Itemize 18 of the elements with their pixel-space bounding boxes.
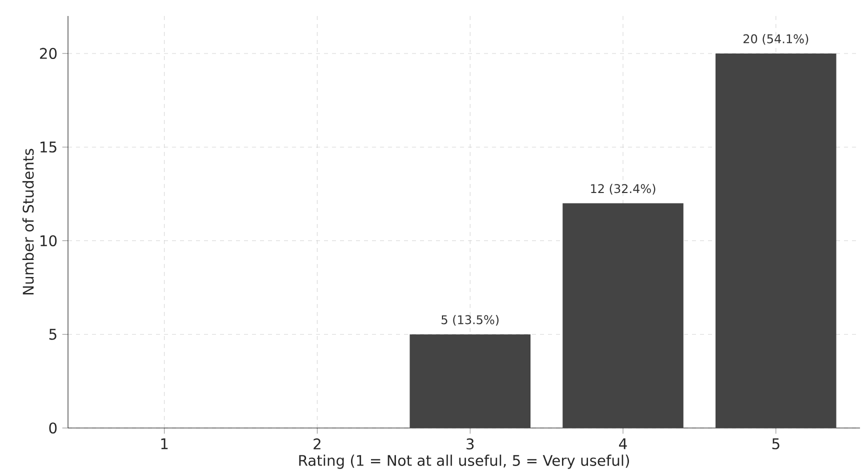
bar bbox=[410, 334, 531, 428]
x-tick-label: 3 bbox=[466, 438, 474, 450]
bar bbox=[716, 53, 836, 428]
y-tick-label: 10 bbox=[40, 235, 57, 246]
data-label: 20 (54.1%) bbox=[744, 34, 808, 45]
bar bbox=[562, 203, 684, 428]
data-label: 5 (13.5%) bbox=[442, 314, 499, 326]
x-tick-label: 4 bbox=[619, 438, 627, 450]
x-tick-label: 1 bbox=[161, 438, 168, 450]
y-tick-label: 0 bbox=[49, 422, 57, 434]
y-tick-label: 20 bbox=[40, 48, 57, 60]
x-tick-label: 5 bbox=[772, 438, 780, 450]
x-axis-title: Rating (1 = Not at all useful, 5 = Very useful) bbox=[299, 454, 629, 469]
y-tick-label: 15 bbox=[40, 142, 56, 153]
y-tick-label: 5 bbox=[49, 328, 56, 340]
x-tick-label: 2 bbox=[314, 438, 320, 450]
y-axis-title: Number of Students bbox=[22, 148, 34, 294]
data-label: 12 (32.4%) bbox=[591, 184, 656, 195]
